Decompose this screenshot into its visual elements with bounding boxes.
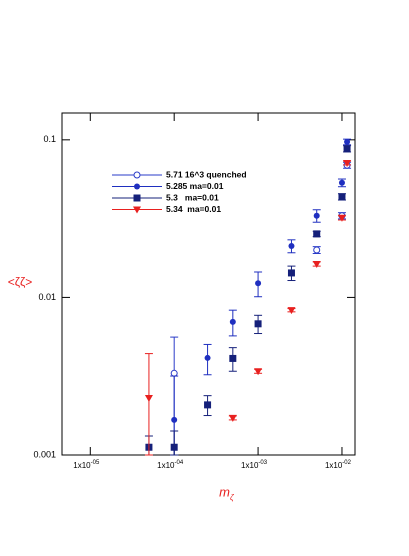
- point: [343, 145, 351, 153]
- point: [313, 212, 320, 219]
- point: [170, 369, 178, 377]
- point: [343, 159, 352, 167]
- y-axis-label: <ζζ>: [8, 275, 33, 289]
- legend-marker: [134, 183, 140, 190]
- point: [313, 246, 321, 254]
- point: [313, 230, 321, 238]
- point: [287, 307, 296, 315]
- x-tick-label: 1x10-05: [73, 460, 100, 471]
- point: [171, 416, 178, 423]
- point: [254, 320, 262, 328]
- point: [338, 193, 346, 201]
- x-tick-label: 1x10-03: [241, 460, 268, 471]
- point: [254, 368, 263, 376]
- x-axis-label: m: [219, 484, 230, 499]
- point: [229, 354, 237, 362]
- point: [255, 280, 262, 287]
- point: [229, 318, 236, 325]
- point: [312, 260, 321, 268]
- legend-label: 5.3 ma=0.01: [166, 192, 219, 202]
- legend-marker: [133, 206, 141, 214]
- point: [287, 269, 295, 277]
- x-tick-label: 1x10-04: [157, 460, 184, 471]
- point: [338, 179, 345, 186]
- legend-label: 5.34 ma=0.01: [166, 204, 221, 214]
- point: [228, 414, 237, 422]
- y-tick-label: 0.1: [43, 134, 56, 144]
- legend-marker: [133, 194, 141, 202]
- plot-frame: [61, 112, 356, 456]
- point: [170, 443, 178, 451]
- point: [204, 354, 211, 361]
- point: [144, 394, 153, 402]
- x-tick-label: 1x10-02: [325, 460, 352, 471]
- point: [204, 401, 212, 409]
- x-axis-label-subscript: ζ: [230, 493, 235, 502]
- legend-label: 5.285 ma=0.01: [166, 181, 224, 191]
- point: [288, 242, 295, 249]
- y-tick-label: 0.01: [38, 292, 56, 302]
- point: [344, 138, 351, 145]
- legend-marker: [133, 171, 141, 179]
- legend-label: 5.71 16^3 quenched: [166, 169, 247, 179]
- point: [337, 214, 346, 222]
- y-tick-label: 0.001: [33, 449, 56, 459]
